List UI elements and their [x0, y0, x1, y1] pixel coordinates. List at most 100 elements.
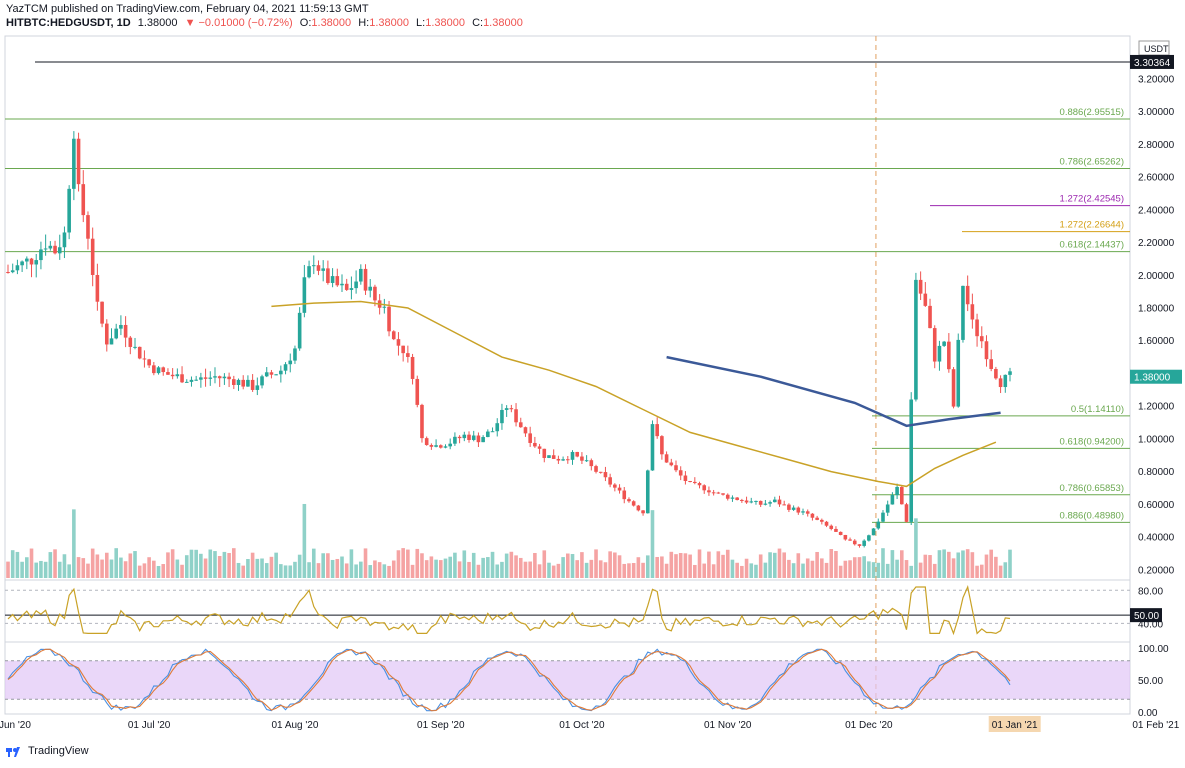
volume-bar [942, 549, 946, 578]
candle-body [744, 500, 749, 503]
candle-body [890, 495, 895, 505]
y-tick-label: 2.00000 [1138, 271, 1175, 282]
candle-body [6, 272, 10, 273]
volume-bar [725, 549, 730, 578]
candle-body [227, 376, 231, 380]
candle-body [10, 270, 15, 273]
candle-body [514, 409, 518, 423]
candle-body [81, 184, 86, 216]
candle-body [424, 438, 429, 446]
volume-bar [217, 556, 222, 578]
x-tick-label: 01 Sep '20 [417, 720, 465, 731]
currency-label: USDT [1144, 44, 1169, 54]
volume-bar [984, 554, 989, 578]
fib-level-label: 0.5(1.14110) [1071, 404, 1124, 415]
volume-bar [264, 563, 269, 578]
volume-bar [664, 563, 669, 578]
candle-body [189, 379, 194, 382]
volume-bar [518, 557, 523, 578]
candle-body [683, 475, 688, 481]
candle-body [288, 360, 293, 365]
candle-body [509, 408, 514, 410]
volume-bar [881, 548, 885, 578]
candle-body [471, 435, 476, 440]
candle-body [495, 423, 500, 432]
candle-body [307, 266, 311, 278]
candle-body [834, 528, 838, 532]
rsi-tick-label: 80.00 [1138, 586, 1163, 597]
candle-body [909, 399, 914, 522]
candle-body [928, 305, 932, 329]
volume-bar [636, 557, 641, 578]
stoch-d-line [7, 648, 1011, 712]
candle-body [76, 138, 81, 185]
fib-level-label: 1.272(2.42545) [1060, 194, 1124, 205]
change-value: ▼ −0.01000 (−0.72%) [184, 17, 293, 29]
candle-body [373, 286, 377, 301]
candle-body [862, 540, 866, 546]
volume-bar [707, 551, 711, 578]
volume-bar [86, 563, 90, 578]
y-tick-label: 0.40000 [1138, 533, 1175, 544]
candle-body [584, 460, 589, 462]
candle-body [100, 301, 104, 324]
rsi-tick-label: 40.00 [1138, 619, 1163, 630]
candle-body [848, 539, 852, 541]
volume-bar [556, 563, 561, 578]
volume-bar [147, 557, 151, 578]
volume-bar [175, 559, 180, 578]
volume-bar [669, 551, 674, 578]
volume-bar [109, 559, 114, 578]
candle-body [95, 274, 100, 302]
y-tick-label: 1.00000 [1138, 434, 1175, 445]
volume-bar [843, 560, 848, 578]
volume-bar [862, 556, 866, 578]
volume-bar [895, 559, 899, 578]
candle-body [533, 442, 537, 447]
candle-body [547, 455, 551, 458]
candle-body [156, 367, 161, 374]
candle-body [636, 505, 641, 511]
volume-bar [443, 558, 448, 578]
candle-body [669, 462, 674, 466]
candle-body [43, 248, 48, 250]
volume-bar [500, 561, 504, 578]
volume-bar [368, 565, 373, 578]
volume-bar [721, 554, 725, 578]
candle-body [932, 328, 937, 362]
candle-body [490, 431, 495, 433]
x-tick-label: 01 Feb '21 [1132, 720, 1179, 731]
volume-bar [514, 555, 518, 578]
candle-body [655, 424, 659, 437]
candle-body [951, 369, 956, 407]
volume-bar [928, 555, 932, 578]
candle-body [815, 517, 819, 520]
volume-bar [53, 549, 57, 578]
candle-body [406, 353, 410, 357]
candle-body [453, 436, 457, 444]
volume-bar [740, 565, 744, 578]
volume-bar [76, 557, 81, 578]
candle-body [805, 511, 810, 514]
volume-bar [316, 563, 321, 578]
volume-bar [608, 551, 612, 578]
candle-body [820, 519, 824, 522]
volume-bar [170, 549, 175, 578]
volume-bar [25, 557, 29, 578]
candle-body [500, 409, 504, 424]
candle-body [401, 345, 405, 354]
candle-body [716, 492, 721, 494]
open-value: 1.38000 [311, 17, 352, 29]
volume-bar [871, 562, 876, 578]
volume-bar [570, 554, 575, 578]
volume-bar [528, 561, 532, 578]
volume-bar [438, 560, 443, 578]
candle-body [787, 504, 791, 510]
footer: TradingView [6, 745, 89, 757]
volume-bar [293, 561, 297, 578]
current-price-tag [1130, 369, 1182, 384]
candle-body [904, 504, 909, 522]
volume-bar [457, 561, 462, 578]
volume-bar [758, 554, 763, 578]
